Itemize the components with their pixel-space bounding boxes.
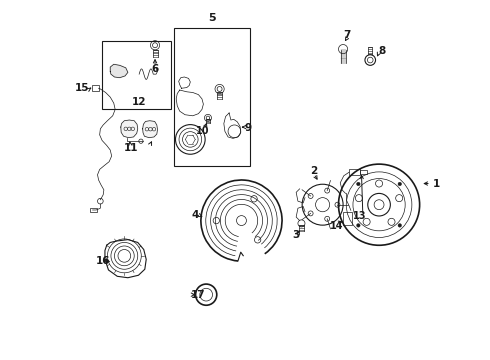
Polygon shape	[110, 64, 128, 78]
Text: 14: 14	[330, 221, 343, 231]
Text: 16: 16	[96, 256, 110, 266]
Text: 7: 7	[343, 30, 351, 40]
Text: 3: 3	[292, 230, 299, 240]
Text: 17: 17	[190, 290, 205, 300]
Text: 15: 15	[75, 83, 90, 93]
Circle shape	[357, 182, 360, 186]
Circle shape	[398, 182, 401, 186]
Text: 10: 10	[196, 126, 209, 136]
Bar	[343, 212, 351, 225]
Bar	[102, 41, 171, 109]
Text: 8: 8	[378, 46, 386, 56]
Text: 11: 11	[124, 143, 139, 153]
Bar	[90, 207, 97, 212]
Text: 4: 4	[191, 210, 198, 220]
Circle shape	[357, 224, 360, 227]
Text: 2: 2	[310, 166, 318, 176]
Text: 6: 6	[151, 64, 159, 74]
Bar	[92, 85, 98, 91]
Text: 12: 12	[132, 98, 147, 107]
Text: 1: 1	[433, 179, 441, 189]
Text: 13: 13	[353, 211, 367, 221]
Bar	[360, 170, 367, 174]
Circle shape	[398, 224, 401, 227]
Text: 5: 5	[209, 13, 216, 23]
Bar	[349, 170, 360, 175]
Polygon shape	[143, 121, 157, 138]
Text: 9: 9	[245, 123, 252, 133]
Bar	[174, 28, 250, 166]
Polygon shape	[121, 120, 138, 138]
